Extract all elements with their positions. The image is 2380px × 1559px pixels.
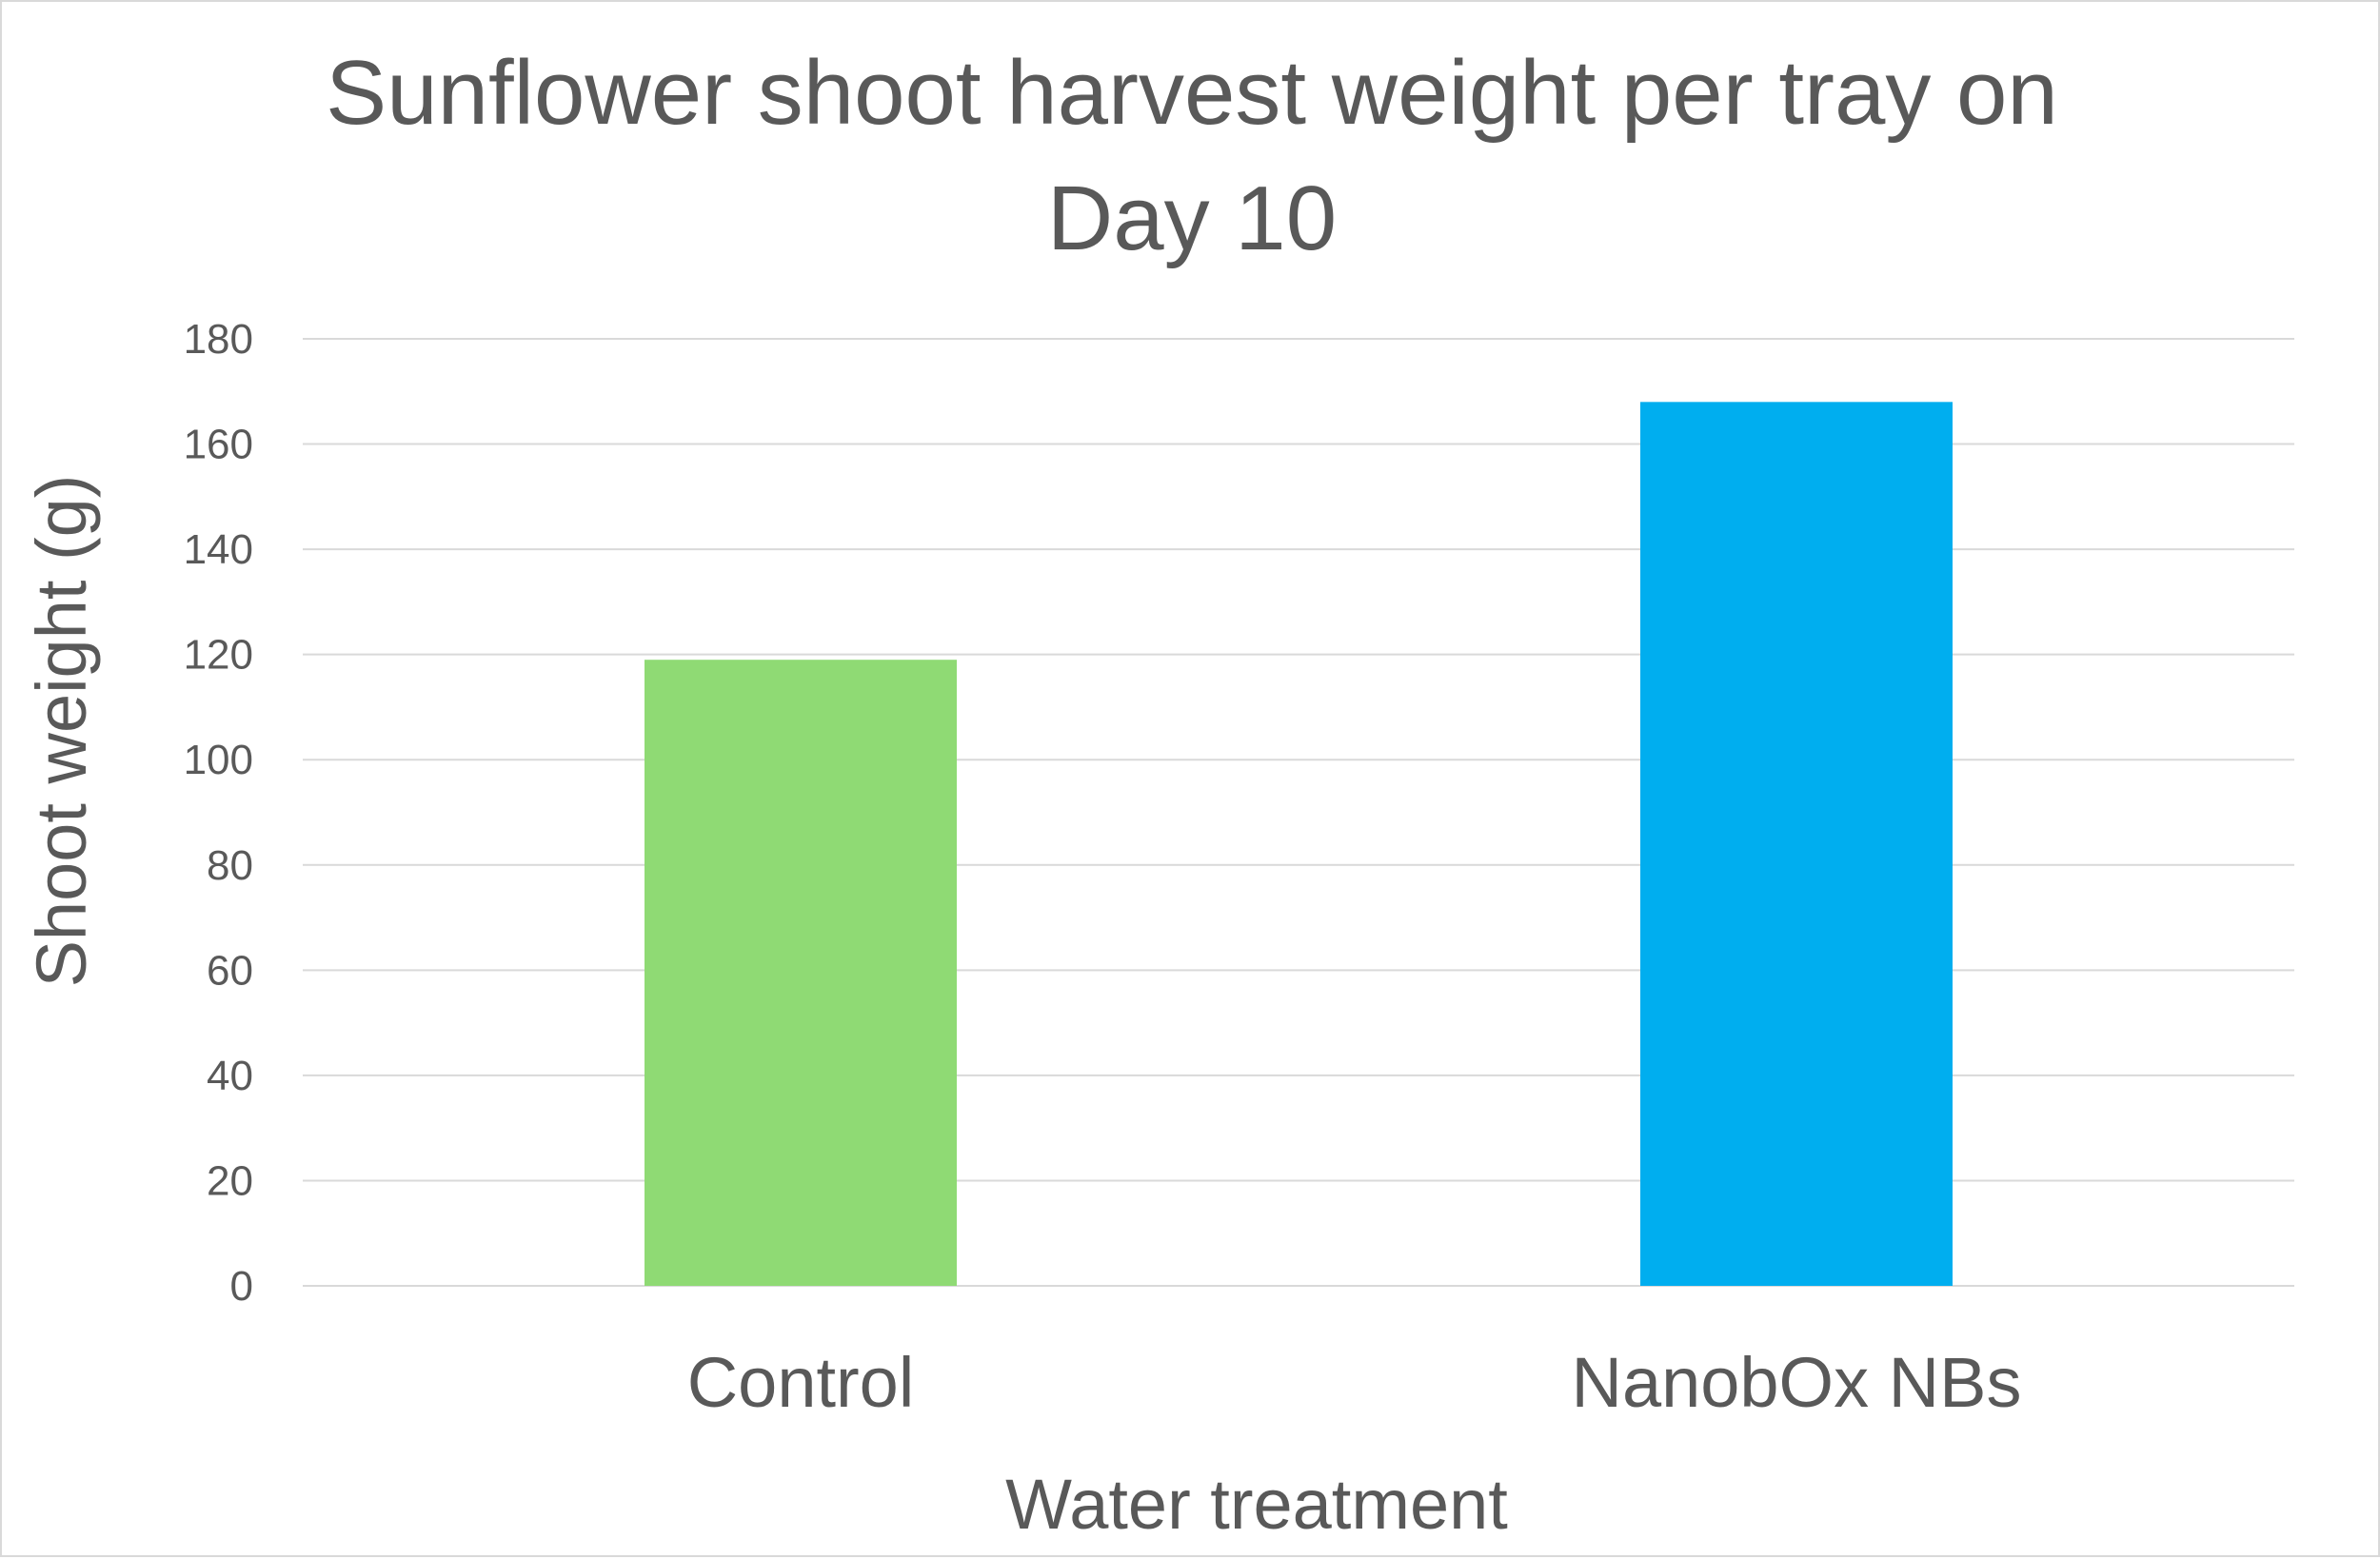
x-category-label: Control xyxy=(687,1343,915,1422)
x-axis-title: Water treatment xyxy=(1005,1465,1508,1544)
y-tick-label: 120 xyxy=(184,632,253,679)
y-tick-label: 160 xyxy=(184,422,253,468)
y-tick-label: 140 xyxy=(184,526,253,573)
x-category-label: NanobOx NBs xyxy=(1572,1343,2022,1422)
bar-control xyxy=(645,660,957,1286)
chart-title-line-2: Day 10 xyxy=(1047,168,1337,269)
y-tick-label: 180 xyxy=(184,316,253,363)
bar-nanobox-nbs xyxy=(1640,402,1953,1286)
bars xyxy=(645,402,1953,1286)
x-category-labels: Control NanobOx NBs xyxy=(687,1343,2022,1422)
y-tick-label: 20 xyxy=(207,1157,253,1204)
y-tick-label: 0 xyxy=(230,1263,253,1310)
y-tick-labels: 0 20 40 60 80 100 120 140 160 180 xyxy=(184,316,253,1310)
chart-title-line-1: Sunflower shoot harvest weight per tray … xyxy=(326,42,2058,144)
y-axis-title: Shoot weight (g) xyxy=(22,475,101,988)
y-tick-label: 60 xyxy=(207,947,253,994)
gridlines xyxy=(303,338,2294,1287)
y-tick-label: 100 xyxy=(184,737,253,783)
y-tick-label: 80 xyxy=(207,842,253,889)
y-tick-label: 40 xyxy=(207,1053,253,1099)
